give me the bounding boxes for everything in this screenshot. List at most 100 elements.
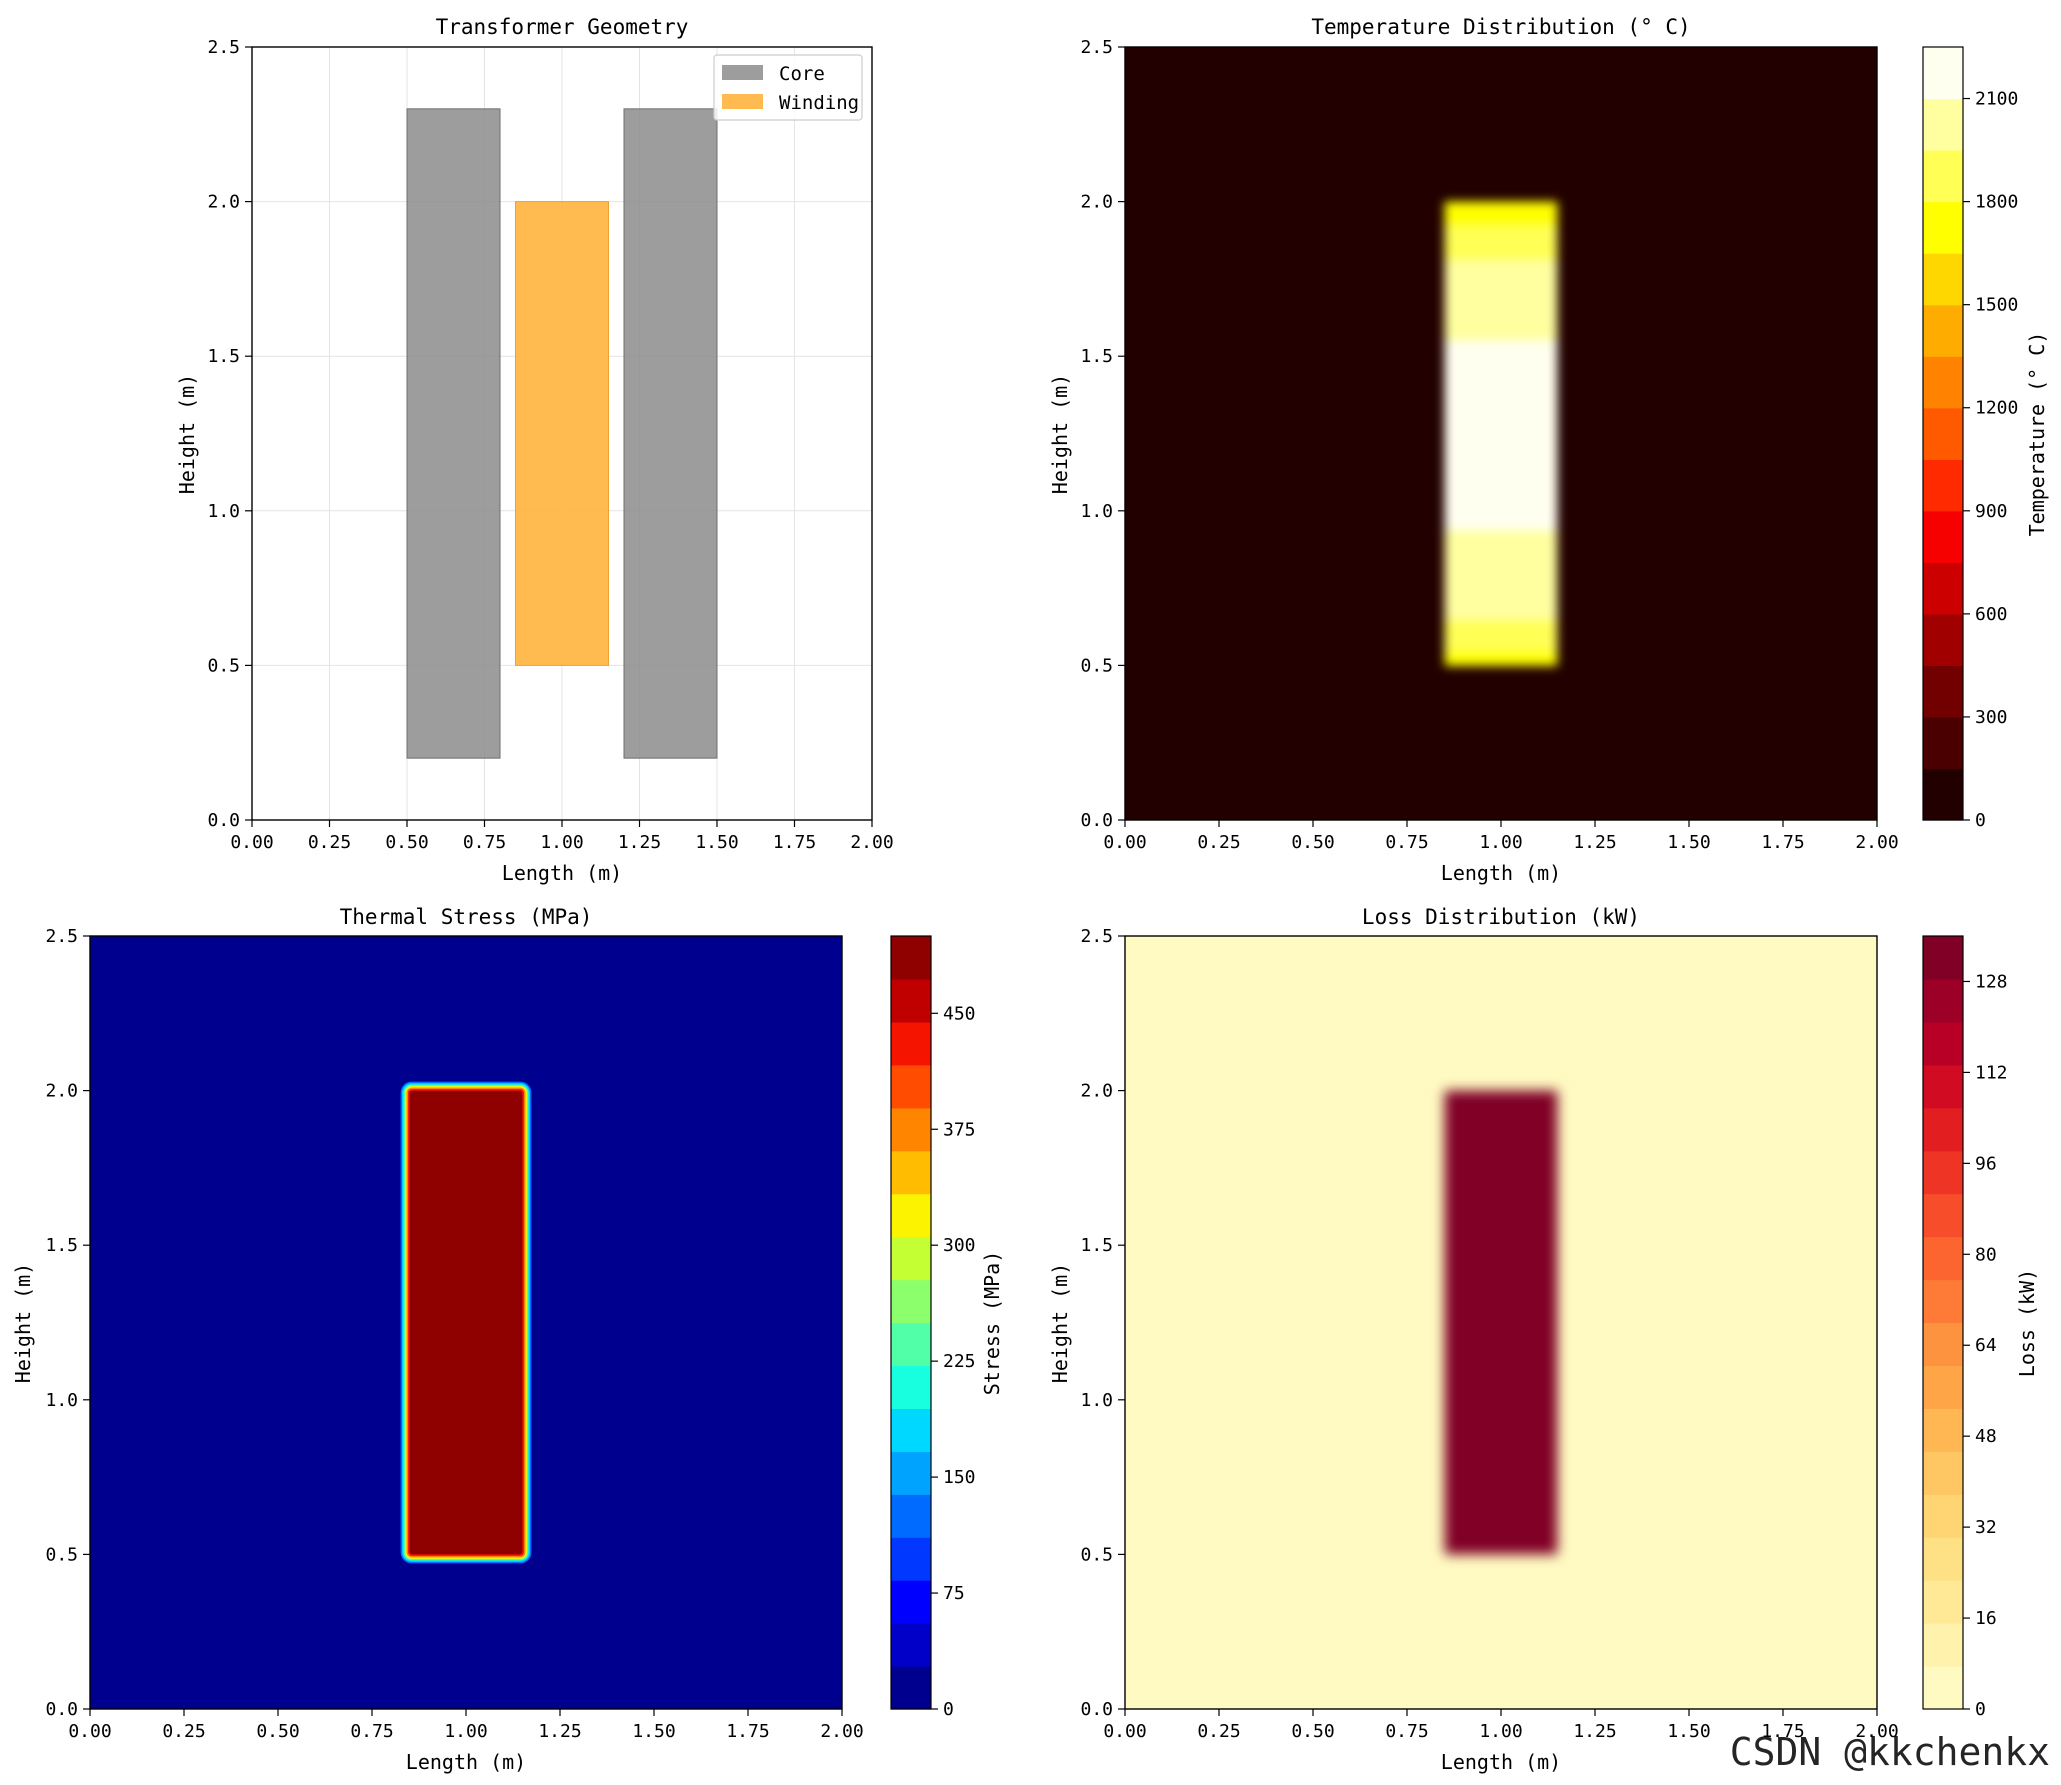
- y-tick-label: 0.0: [45, 1699, 78, 1720]
- x-tick-label: 0.50: [385, 832, 428, 853]
- y-tick-label: 0.5: [1080, 655, 1113, 676]
- x-tick-label: 1.75: [1761, 832, 1804, 853]
- panel-stress-x-ticks: 0.00 0.25 0.50 0.75 1.00 1.25 1.50 1.75 2.00: [68, 1709, 864, 1742]
- colorbar-segment: [891, 1236, 931, 1281]
- colorbar-tick-label: 112: [1975, 1062, 2008, 1083]
- colorbar-segment: [891, 1107, 931, 1152]
- colorbar-tick-label: 300: [1975, 707, 2008, 728]
- y-tick-label: 2.0: [1080, 192, 1113, 213]
- panel-geometry-rects: [406, 108, 718, 759]
- x-tick-label: 0.75: [350, 1721, 393, 1742]
- colorbar-segment: [1923, 1451, 1963, 1495]
- colorbar-segment: [891, 1451, 931, 1495]
- y-tick-label: 1.5: [207, 346, 240, 367]
- y-tick-label: 2.0: [45, 1081, 78, 1102]
- colorbar-segment: [891, 1279, 931, 1324]
- colorbar-tick-label: 64: [1975, 1335, 1997, 1356]
- x-tick-label: 1.75: [726, 1721, 769, 1742]
- x-tick-label: 0.75: [1385, 1721, 1428, 1742]
- panel-stress-xlabel: Length (m): [406, 1750, 526, 1774]
- panel-stress-title: Thermal Stress (MPa): [340, 905, 593, 929]
- x-tick-label: 0.00: [68, 1721, 111, 1742]
- heatmap-core: [409, 1090, 523, 1555]
- y-tick-label: 1.5: [1080, 346, 1113, 367]
- colorbar-segment: [1923, 613, 1963, 666]
- colorbar-segment: [1923, 356, 1963, 409]
- colorbar-segment: [1923, 562, 1963, 615]
- colorbar-segment: [1923, 1021, 1963, 1066]
- colorbar-segment: [1923, 1236, 1963, 1281]
- x-tick-label: 0.50: [1291, 1721, 1334, 1742]
- core-rect: [623, 108, 718, 759]
- x-tick-label: 1.25: [538, 1721, 581, 1742]
- colorbar-tick-label: 150: [943, 1467, 976, 1488]
- legend-label-winding: Winding: [779, 92, 859, 114]
- colorbar-tick-label: 128: [1975, 971, 2008, 992]
- panel-loss-heatmap: [1125, 936, 1877, 1709]
- core-rect: [406, 108, 501, 759]
- panel-stress-colorbar: 0 75 150 225 300 375 450: [890, 935, 976, 1720]
- colorbar-tick-label: 75: [943, 1583, 965, 1604]
- colorbar-segment: [1923, 716, 1963, 770]
- colorbar-tick-label: 2100: [1975, 89, 2018, 110]
- colorbar-frame: [1922, 46, 1964, 821]
- x-tick-label: 0.25: [1197, 1721, 1240, 1742]
- y-tick-label: 0.5: [207, 655, 240, 676]
- y-tick-label: 0.0: [207, 810, 240, 831]
- temperature-field: [1444, 201, 1558, 666]
- colorbar-frame: [890, 935, 932, 1710]
- colorbar-frame: [1922, 935, 1964, 1710]
- colorbar-segment: [891, 1322, 931, 1367]
- colorbar-segment: [891, 1494, 931, 1538]
- x-tick-label: 2.00: [1855, 832, 1898, 853]
- panel-temperature-heatmap: [1125, 47, 1877, 820]
- panel-stress: Thermal Stress (MPa) 0.00 0.25 0.50 0.75 1.0…: [11, 905, 1004, 1774]
- colorbar-segment: [891, 1408, 931, 1452]
- panel-temperature-xlabel: Length (m): [1441, 861, 1561, 885]
- panel-loss-ylabel: Height (m): [1048, 1263, 1072, 1383]
- x-tick-label: 1.75: [773, 832, 816, 853]
- colorbar-segment: [1923, 978, 1963, 1023]
- x-tick-label: 0.25: [308, 832, 351, 853]
- colorbar-tick-label: 32: [1975, 1517, 1997, 1538]
- legend-label-core: Core: [779, 63, 825, 85]
- panel-stress-ylabel: Height (m): [11, 1263, 35, 1383]
- heatmap-core: [1444, 1090, 1558, 1555]
- panel-geometry-x-ticks: 0.00 0.25 0.50 0.75 1.00 1.25 1.50 1.75 2.00: [230, 820, 894, 853]
- colorbar-tick-label: 48: [1975, 1426, 1997, 1447]
- loss-field: [1444, 1090, 1558, 1555]
- panel-loss-x-ticks: 0.00 0.25 0.50 0.75 1.00 1.25 1.50 1.75 2.00: [1103, 1709, 1899, 1742]
- x-tick-label: 2.00: [820, 1721, 863, 1742]
- colorbar-tick-label: 0: [1975, 1699, 1986, 1720]
- x-tick-label: 1.50: [1667, 1721, 1710, 1742]
- panel-temperature-title: Temperature Distribution (° C): [1311, 15, 1690, 39]
- colorbar-segment: [891, 1193, 931, 1238]
- y-tick-label: 2.5: [1080, 37, 1113, 58]
- colorbar-tick-label: 0: [943, 1699, 954, 1720]
- colorbar-segment: [1923, 1666, 1963, 1710]
- colorbar-tick-label: 600: [1975, 604, 2008, 625]
- y-tick-label: 2.5: [1080, 926, 1113, 947]
- panel-stress-heatmap: [90, 936, 842, 1709]
- colorbar-segment: [1923, 1322, 1963, 1367]
- heatmap-band: [1444, 294, 1558, 342]
- colorbar-tick-label: 96: [1975, 1153, 1997, 1174]
- x-tick-label: 1.25: [1573, 1721, 1616, 1742]
- x-tick-label: 2.00: [850, 832, 893, 853]
- x-tick-label: 0.75: [463, 832, 506, 853]
- panel-loss-colorbar-label: Loss (kW): [2015, 1269, 2039, 1377]
- y-tick-label: 1.0: [207, 501, 240, 522]
- colorbar-segment: [1923, 510, 1963, 563]
- panel-temperature: Temperature Distribution (° C) 0.00 0.25 0…: [1048, 15, 2049, 885]
- colorbar-tick-label: 1800: [1975, 192, 2018, 213]
- x-tick-label: 1.00: [444, 1721, 487, 1742]
- panel-geometry-xlabel: Length (m): [502, 861, 622, 885]
- y-tick-label: 0.0: [1080, 810, 1113, 831]
- y-tick-label: 1.0: [1080, 1390, 1113, 1411]
- watermark: CSDN @kkchenkx: [1730, 1730, 2050, 1774]
- colorbar-segment: [1923, 150, 1963, 203]
- y-tick-label: 1.5: [45, 1235, 78, 1256]
- colorbar-tick-label: 300: [943, 1235, 976, 1256]
- colorbar-segment: [891, 1580, 931, 1624]
